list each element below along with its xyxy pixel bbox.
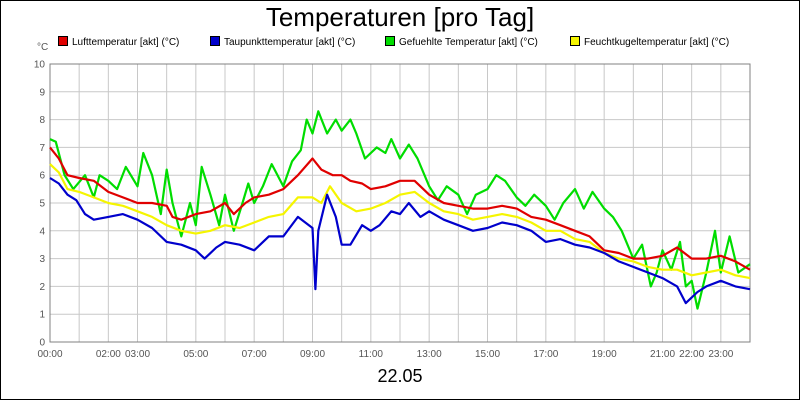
- legend-label: Taupunkttemperatur [akt] (°C): [224, 37, 356, 48]
- series-line-1: [49, 177, 751, 305]
- x-tick-label: 22:00: [679, 349, 704, 360]
- legend-item-gefuehlte-temperatur: Gefuehlte Temperatur [akt] (°C): [385, 36, 538, 48]
- x-tick-label: 15:00: [475, 349, 500, 360]
- y-tick-label: 7: [39, 143, 45, 154]
- x-tick-label: 11:00: [359, 349, 384, 360]
- y-tick-label: 9: [39, 87, 45, 98]
- x-tick-label: 23:00: [708, 349, 733, 360]
- x-tick-label: 19:00: [592, 349, 617, 360]
- legend-swatch-yellow: [570, 36, 580, 46]
- x-tick-label: 17:00: [533, 349, 558, 360]
- legend-item-lufttemperatur: Lufttemperatur [akt] (°C): [58, 36, 179, 48]
- x-tick-labels: 00:00 02:00 03:00 05:00 07:00 09:00 11:00 13:00…: [37, 349, 733, 360]
- legend-item-feuchtkugeltemperatur: Feuchtkugeltemperatur [akt] (°C): [570, 36, 729, 48]
- legend-swatch-blue: [210, 36, 220, 46]
- legend-swatch-green: [385, 36, 395, 46]
- legend-label: Lufttemperatur [akt] (°C): [72, 37, 180, 48]
- chart-legend: Lufttemperatur [akt] (°C) Taupunkttemper…: [0, 36, 800, 52]
- legend-label: Feuchtkugeltemperatur [akt] (°C): [584, 37, 730, 48]
- x-axis-date-label: 22.05: [377, 366, 423, 386]
- y-tick-label: 10: [34, 60, 46, 71]
- x-tick-label: 03:00: [125, 349, 150, 360]
- legend-swatch-red: [58, 36, 68, 46]
- x-tick-label: 00:00: [37, 349, 62, 360]
- x-tick-label: 21:00: [650, 349, 675, 360]
- x-tick-label: 02:00: [96, 349, 121, 360]
- y-tick-label: 8: [39, 115, 45, 126]
- axes: [49, 63, 751, 343]
- legend-label: Gefuehlte Temperatur [akt] (°C): [399, 37, 538, 48]
- gridlines: [49, 63, 751, 343]
- series-line-3: [49, 163, 751, 280]
- y-tick-label: 0: [39, 338, 45, 349]
- chart-title: Temperaturen [pro Tag]: [265, 2, 535, 32]
- x-tick-label: 05:00: [183, 349, 208, 360]
- plot-border: [49, 63, 751, 343]
- series-line-0: [49, 146, 751, 271]
- y-axis-unit: °C: [37, 42, 49, 53]
- series-line-2: [49, 110, 751, 310]
- y-tick-label: 1: [39, 310, 45, 321]
- y-tick-label: 4: [39, 226, 45, 237]
- y-tick-label: 6: [39, 171, 45, 182]
- y-tick-label: 5: [39, 199, 45, 210]
- legend-item-taupunkttemperatur: Taupunkttemperatur [akt] (°C): [210, 36, 355, 48]
- x-tick-label: 13:00: [417, 349, 442, 360]
- y-tick-label: 2: [39, 282, 45, 293]
- x-tick-label: 07:00: [242, 349, 267, 360]
- y-tick-labels: 0 1 2 3 4 5 6 7 8 9 10: [34, 60, 46, 349]
- y-tick-label: 3: [39, 254, 45, 265]
- series-lines: [49, 110, 751, 310]
- x-tick-label: 09:00: [300, 349, 325, 360]
